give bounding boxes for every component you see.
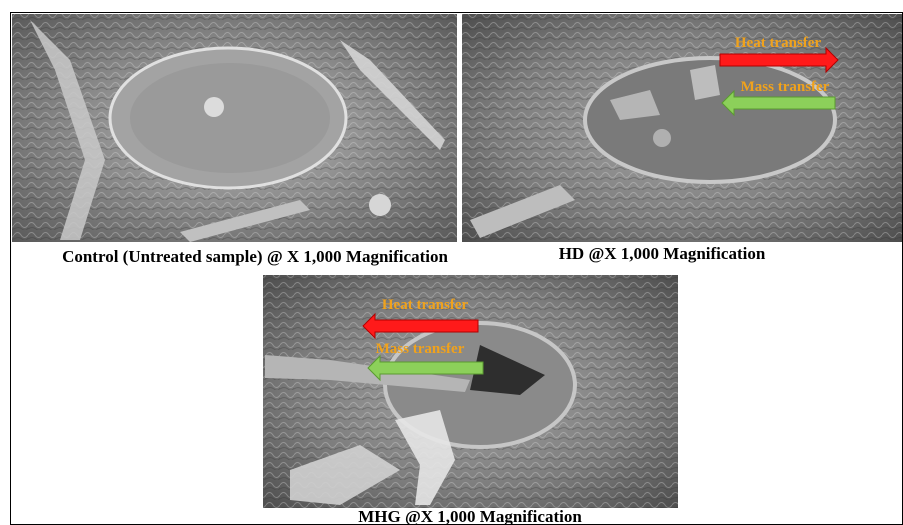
- heat-transfer-label: Heat transfer: [735, 35, 822, 51]
- mass-transfer-label: Mass transfer: [741, 79, 830, 95]
- caption: Control (Untreated sample) @ X 1,000 Mag…: [62, 247, 448, 266]
- heat-transfer-label: Heat transfer: [382, 297, 469, 313]
- sem-image-control: [12, 14, 457, 242]
- sem-image-mhg: [263, 275, 678, 508]
- caption: MHG @X 1,000 Magnification: [358, 507, 582, 525]
- mass-transfer-label: Mass transfer: [376, 341, 465, 357]
- caption: HD @X 1,000 Magnification: [559, 244, 766, 263]
- sem-image-hd: [462, 14, 902, 242]
